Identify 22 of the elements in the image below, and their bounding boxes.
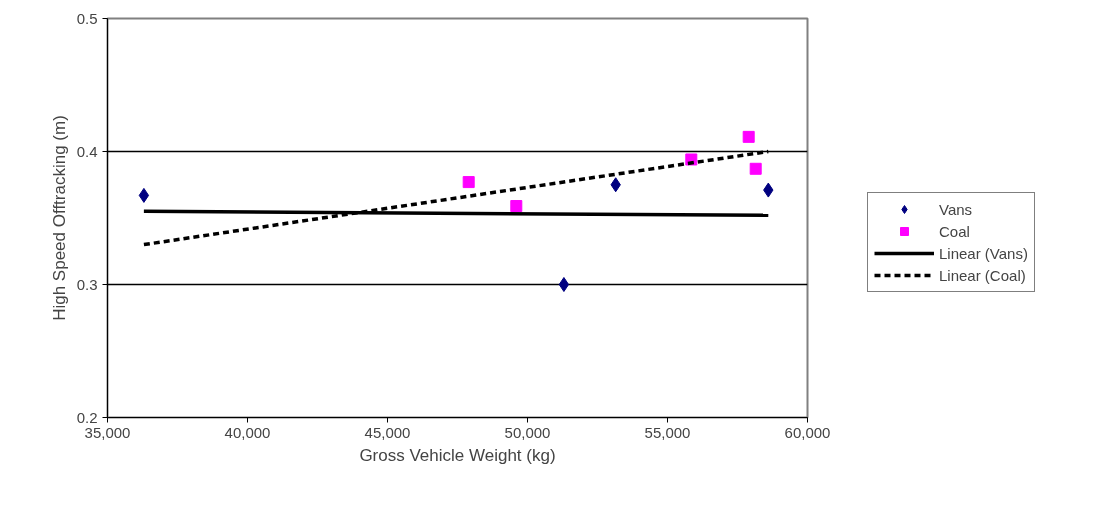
legend-label: Linear (Coal) (939, 266, 1026, 284)
y-axis-title: High Speed Offtracking (m) (49, 115, 69, 321)
point (462, 176, 475, 189)
legend-label: Vans (939, 200, 973, 218)
x-tick-label: 50,000 (504, 423, 551, 441)
x-tick-label: 45,000 (364, 423, 411, 441)
point (749, 162, 762, 175)
y-tick-label: 0.5 (76, 9, 98, 27)
x-tick-label: 35,000 (84, 423, 131, 441)
y-tick-label: 0.2 (76, 408, 98, 426)
point (558, 277, 570, 292)
point (510, 200, 523, 213)
point (138, 187, 150, 203)
x-axis-title: Gross Vehicle Weight (kg) (359, 445, 556, 465)
y-tick-label: 0.4 (76, 142, 98, 160)
legend-label: Linear (Vans) (939, 244, 1028, 262)
legend-label: Coal (939, 222, 970, 240)
x-tick-label: 40,000 (224, 423, 271, 441)
x-tick-label: 55,000 (644, 423, 691, 441)
y-tick-label: 0.3 (76, 275, 98, 293)
x-tick-label: 60,000 (784, 423, 831, 441)
point (742, 130, 755, 143)
